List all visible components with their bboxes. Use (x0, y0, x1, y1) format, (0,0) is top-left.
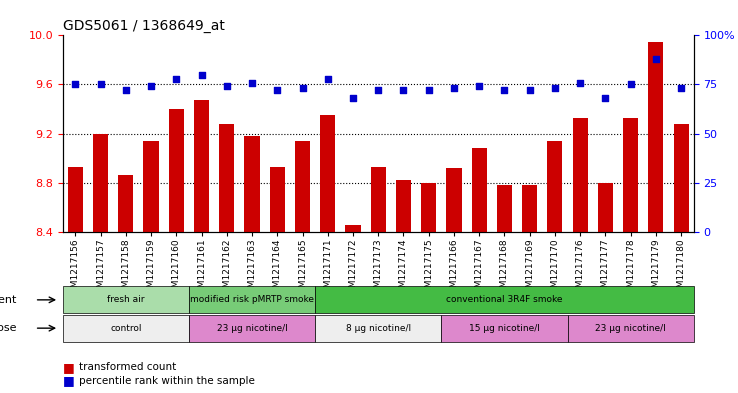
Bar (522, 185, 537, 232)
Bar (143, 141, 159, 232)
Text: agent: agent (0, 295, 17, 305)
Bar (497, 185, 512, 232)
Bar (194, 101, 209, 232)
Bar (68, 167, 83, 232)
Point (423, 87, 435, 94)
Bar (396, 180, 411, 232)
Text: 15 µg nicotine/l: 15 µg nicotine/l (469, 324, 540, 332)
Bar (320, 115, 335, 232)
Bar (648, 42, 663, 232)
Point (498, 87, 510, 94)
Text: ■: ■ (63, 360, 75, 374)
Text: conventional 3R4F smoke: conventional 3R4F smoke (446, 296, 562, 304)
Point (221, 83, 232, 90)
Bar (244, 136, 260, 232)
Point (196, 72, 207, 78)
Point (170, 75, 182, 82)
Point (347, 95, 359, 101)
Bar (598, 183, 613, 232)
Point (246, 79, 258, 86)
Bar (421, 183, 436, 232)
Bar (674, 124, 689, 232)
Text: 23 µg nicotine/l: 23 µg nicotine/l (217, 324, 287, 332)
Text: 23 µg nicotine/l: 23 µg nicotine/l (596, 324, 666, 332)
Bar (219, 124, 235, 232)
Text: 8 µg nicotine/l: 8 µg nicotine/l (345, 324, 411, 332)
Point (675, 85, 687, 92)
Bar (93, 134, 108, 232)
Point (574, 79, 586, 86)
Bar (548, 141, 562, 232)
Point (372, 87, 384, 94)
Point (322, 75, 334, 82)
Point (145, 83, 157, 90)
Bar (573, 118, 587, 232)
Bar (472, 149, 487, 232)
Bar (118, 175, 134, 232)
Text: transformed count: transformed count (79, 362, 176, 372)
Point (599, 95, 611, 101)
Text: GDS5061 / 1368649_at: GDS5061 / 1368649_at (63, 19, 224, 33)
Text: percentile rank within the sample: percentile rank within the sample (79, 376, 255, 386)
Bar (370, 167, 386, 232)
Bar (345, 224, 361, 232)
Text: fresh air: fresh air (107, 296, 145, 304)
Point (650, 56, 662, 62)
Point (524, 87, 536, 94)
Bar (269, 167, 285, 232)
Point (120, 87, 131, 94)
Point (549, 85, 561, 92)
Text: modified risk pMRTP smoke: modified risk pMRTP smoke (190, 296, 314, 304)
Bar (623, 118, 638, 232)
Point (297, 85, 308, 92)
Bar (169, 109, 184, 232)
Text: dose: dose (0, 323, 17, 333)
Text: control: control (110, 324, 142, 332)
Point (624, 81, 636, 88)
Point (473, 83, 485, 90)
Point (69, 81, 81, 88)
Point (448, 85, 460, 92)
Bar (446, 168, 461, 232)
Text: ■: ■ (63, 374, 75, 387)
Point (272, 87, 283, 94)
Point (398, 87, 410, 94)
Point (94, 81, 106, 88)
Bar (295, 141, 310, 232)
